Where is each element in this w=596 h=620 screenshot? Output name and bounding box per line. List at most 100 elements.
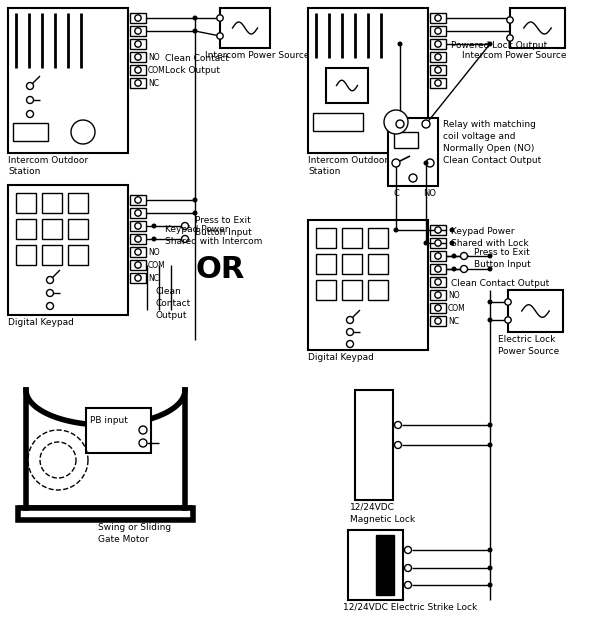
Circle shape [488, 565, 492, 570]
Text: Relay with matching: Relay with matching [443, 120, 536, 129]
Bar [308, 220, 428, 350]
Text: Swing or Sliding: Swing or Sliding [98, 523, 171, 532]
Text: COM: COM [148, 261, 166, 270]
Bar [394, 132, 418, 148]
Bar [130, 78, 146, 88]
Circle shape [135, 28, 141, 34]
Circle shape [409, 174, 417, 182]
Bar [359, 431, 389, 456]
Circle shape [26, 82, 33, 89]
Text: Digital Keypad: Digital Keypad [8, 318, 74, 327]
Circle shape [393, 228, 399, 232]
Bar [130, 208, 146, 218]
Text: COM: COM [448, 304, 465, 313]
Text: Magnetic Lock: Magnetic Lock [350, 515, 415, 524]
Bar [42, 219, 62, 239]
Circle shape [405, 564, 411, 572]
Bar [430, 316, 446, 326]
Circle shape [435, 292, 441, 298]
Bar [8, 185, 128, 315]
Text: C: C [393, 189, 399, 198]
Circle shape [135, 41, 141, 47]
Circle shape [505, 317, 511, 323]
Circle shape [398, 42, 402, 46]
Bar [430, 39, 446, 49]
Circle shape [488, 299, 492, 304]
Text: Intercom Power Source: Intercom Power Source [462, 51, 567, 60]
Bar [316, 280, 336, 300]
Circle shape [151, 223, 157, 229]
Text: 12/24VDC: 12/24VDC [350, 503, 395, 512]
Text: Digital Keypad: Digital Keypad [308, 353, 374, 362]
Bar [430, 52, 446, 62]
Bar [130, 13, 146, 23]
Circle shape [135, 54, 141, 60]
Bar [16, 245, 36, 265]
Text: NO: NO [423, 189, 436, 198]
Bar [376, 535, 394, 595]
Circle shape [461, 252, 467, 260]
Text: NC: NC [148, 274, 159, 283]
Circle shape [507, 17, 513, 23]
Circle shape [435, 28, 441, 34]
Text: Lock Output: Lock Output [165, 66, 220, 75]
Bar [430, 65, 446, 75]
Circle shape [395, 422, 402, 428]
Circle shape [392, 159, 400, 167]
Bar [68, 193, 88, 213]
Bar [430, 277, 446, 287]
Bar [430, 78, 446, 88]
Text: Keypad Power: Keypad Power [451, 227, 514, 236]
Text: Intercom Outdoor: Intercom Outdoor [308, 156, 388, 165]
Bar [430, 26, 446, 36]
Circle shape [435, 15, 441, 21]
Bar [130, 52, 146, 62]
Circle shape [135, 197, 141, 203]
Circle shape [424, 241, 429, 246]
Circle shape [182, 236, 188, 242]
Circle shape [488, 422, 492, 428]
Bar [316, 228, 336, 248]
Bar [130, 273, 146, 283]
Circle shape [488, 443, 492, 448]
Bar [430, 264, 446, 274]
Bar [308, 8, 428, 153]
Bar [130, 65, 146, 75]
Circle shape [193, 211, 197, 216]
Circle shape [135, 223, 141, 229]
Text: NO: NO [148, 53, 160, 62]
Bar [42, 193, 62, 213]
Bar [16, 219, 36, 239]
Bar [42, 245, 62, 265]
Bar [326, 68, 368, 103]
Bar [16, 193, 36, 213]
Text: Press to Exit: Press to Exit [474, 248, 530, 257]
Circle shape [193, 16, 197, 20]
Circle shape [452, 254, 457, 259]
Circle shape [46, 290, 54, 296]
Circle shape [139, 426, 147, 434]
Circle shape [435, 41, 441, 47]
Circle shape [461, 265, 467, 273]
Text: Clean Contact: Clean Contact [165, 54, 229, 63]
Bar [368, 280, 388, 300]
Text: Clean: Clean [156, 287, 182, 296]
Circle shape [422, 120, 430, 128]
Bar [348, 530, 403, 600]
Text: Station: Station [308, 167, 340, 176]
Circle shape [151, 236, 157, 242]
Circle shape [488, 547, 492, 552]
Bar [430, 290, 446, 300]
Circle shape [346, 329, 353, 335]
Bar [130, 26, 146, 36]
Circle shape [435, 266, 441, 272]
Circle shape [26, 110, 33, 118]
Circle shape [26, 97, 33, 104]
Circle shape [488, 42, 492, 46]
Circle shape [435, 279, 441, 285]
Circle shape [135, 15, 141, 21]
Text: NC: NC [448, 317, 459, 326]
Bar [316, 254, 336, 274]
Text: Output: Output [156, 311, 188, 320]
Circle shape [435, 54, 441, 60]
